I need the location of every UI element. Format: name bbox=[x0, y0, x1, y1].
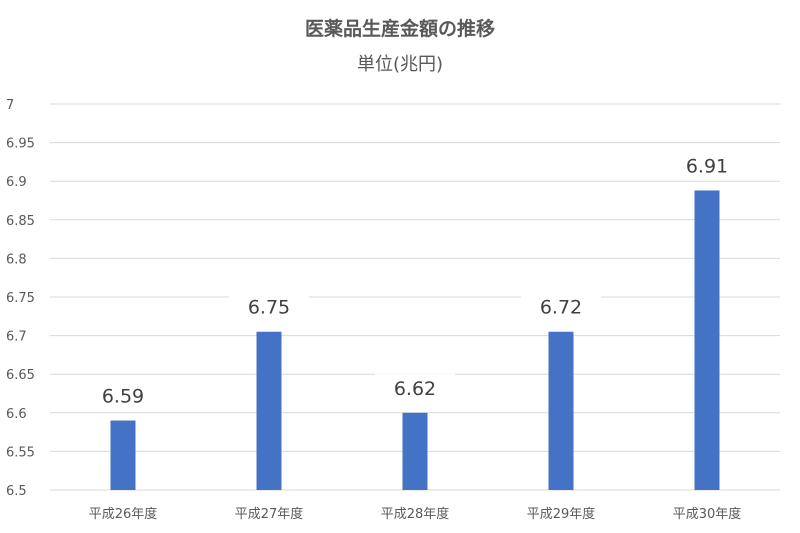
y-tick-label: 6.75 bbox=[6, 291, 35, 306]
bar bbox=[256, 331, 282, 490]
data-label: 6.72 bbox=[540, 297, 582, 319]
y-tick-label: 6.65 bbox=[6, 368, 35, 383]
bar bbox=[402, 412, 428, 490]
data-label-box bbox=[83, 381, 163, 410]
chart-title: 医薬品生産金額の推移 bbox=[304, 18, 495, 40]
data-label: 6.91 bbox=[686, 155, 728, 177]
y-tick-label: 6.55 bbox=[6, 445, 35, 460]
bar bbox=[548, 331, 574, 490]
data-label-box bbox=[521, 292, 601, 321]
y-tick-label: 7 bbox=[6, 98, 14, 113]
y-tick-label: 6.9 bbox=[6, 175, 27, 190]
y-tick-label: 6.6 bbox=[6, 407, 27, 422]
data-label: 6.59 bbox=[102, 386, 144, 408]
data-label: 6.62 bbox=[394, 378, 436, 400]
data-label-box bbox=[375, 373, 455, 402]
data-label-box bbox=[667, 151, 747, 180]
y-tick-label: 6.5 bbox=[6, 484, 27, 499]
x-tick-label: 平成28年度 bbox=[381, 506, 450, 522]
data-label-box bbox=[229, 292, 309, 321]
x-tick-label: 平成27年度 bbox=[235, 506, 304, 522]
bar bbox=[110, 420, 136, 490]
x-tick-label: 平成30年度 bbox=[673, 506, 742, 522]
y-tick-label: 6.7 bbox=[6, 330, 27, 345]
y-tick-label: 6.85 bbox=[6, 214, 35, 229]
bar bbox=[694, 190, 720, 491]
y-tick-label: 6.95 bbox=[6, 137, 35, 152]
x-tick-label: 平成26年度 bbox=[89, 506, 158, 522]
chart-subtitle: 単位(兆円) bbox=[356, 54, 444, 75]
x-tick-label: 平成29年度 bbox=[527, 506, 596, 522]
data-label: 6.75 bbox=[248, 297, 290, 319]
y-tick-label: 6.8 bbox=[6, 252, 27, 267]
